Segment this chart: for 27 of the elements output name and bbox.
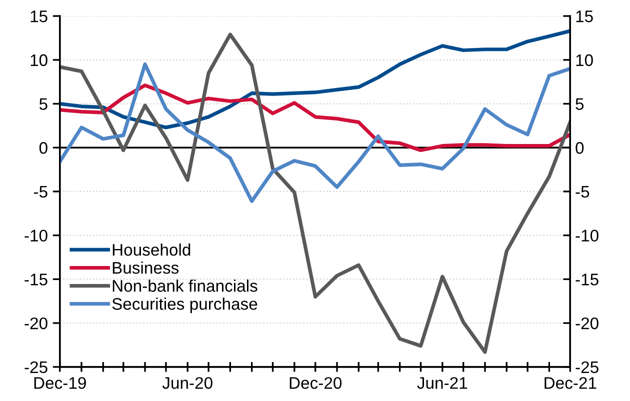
y2-tick-label: -20 [576,317,598,330]
y-tick-label: -20 [24,317,48,330]
y2-tick-label: -25 [576,361,598,374]
y-tick-label: 15 [30,10,48,22]
y2-tick-label: 15 [576,10,593,22]
y2-tick-label: -15 [576,274,598,286]
y-tick-label: 10 [30,54,48,66]
x-tick-label: Dec-21 [544,377,596,389]
y2-tick-label: 0 [576,142,584,154]
x-tick-label: Dec-20 [290,377,342,389]
y2-tick-label: -5 [576,186,590,198]
y2-tick-label: -10 [576,230,598,242]
legend-label: Household [112,244,190,256]
x-tick-label: Jun-21 [417,377,468,389]
y-tick-label: 5 [39,98,48,110]
y-tick-label: -25 [24,361,48,374]
y-tick-label: -10 [24,230,48,242]
legend-label: Business [112,262,179,274]
y2-tick-label: 10 [576,54,593,66]
legend-label: Non-bank financials [112,280,258,292]
x-tick-label: Jun-20 [162,377,212,389]
y-tick-label: -15 [24,274,48,286]
x-tick-label: Dec-19 [34,377,86,389]
y-tick-label: 0 [39,142,48,154]
legend-label: Securities purchase [112,298,258,314]
y2-tick-label: 5 [576,98,584,110]
y-tick-label: -5 [34,186,48,198]
